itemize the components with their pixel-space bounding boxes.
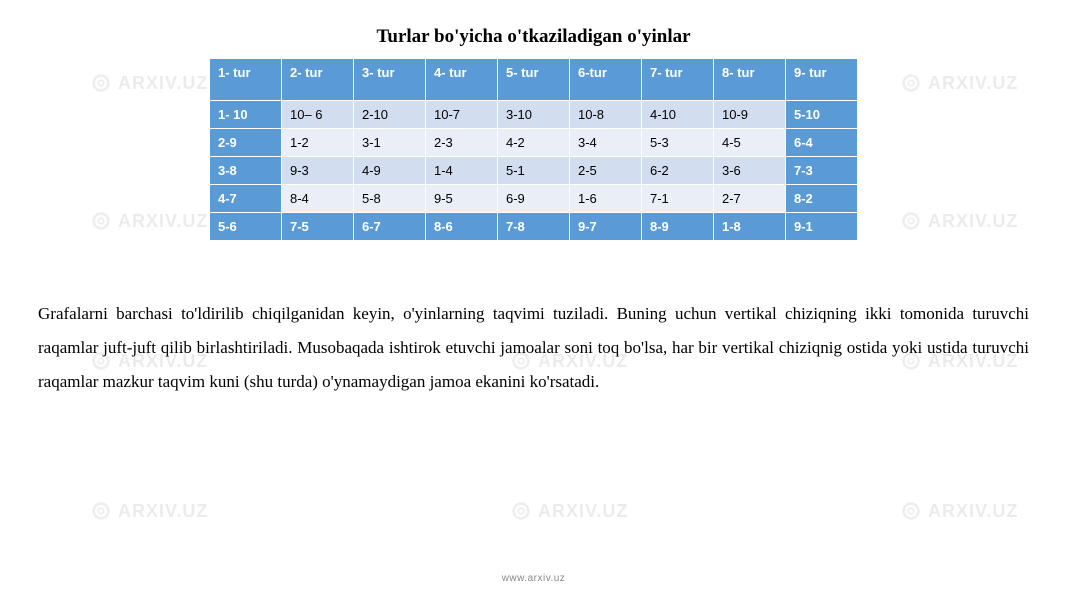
table-column-header: 8- tur — [714, 59, 786, 101]
table-cell: 10– 6 — [282, 101, 354, 129]
table-cell: 1-8 — [714, 213, 786, 241]
watermark: ARXIV.UZ — [510, 500, 628, 522]
table-cell: 3-8 — [210, 157, 282, 185]
table-row: 2-91-23-12-34-23-45-34-56-4 — [210, 129, 858, 157]
table-cell: 3-4 — [570, 129, 642, 157]
table-cell: 5-6 — [210, 213, 282, 241]
table-cell: 3-6 — [714, 157, 786, 185]
table-cell: 9-3 — [282, 157, 354, 185]
table-row: 4-78-45-89-56-91-67-12-78-2 — [210, 185, 858, 213]
table-cell: 2-9 — [210, 129, 282, 157]
table-cell: 10-8 — [570, 101, 642, 129]
table-cell: 9-5 — [426, 185, 498, 213]
table-cell: 5-10 — [786, 101, 858, 129]
page-title: Turlar bo'yicha o'tkaziladigan o'yinlar — [38, 26, 1029, 48]
table-cell: 5-1 — [498, 157, 570, 185]
table-column-header: 4- tur — [426, 59, 498, 101]
table-header-row: 1- tur2- tur3- tur4- tur5- tur6-tur7- tu… — [210, 59, 858, 101]
table-cell: 10-9 — [714, 101, 786, 129]
table-cell: 5-3 — [642, 129, 714, 157]
table-cell: 7-5 — [282, 213, 354, 241]
table-cell: 4-5 — [714, 129, 786, 157]
table-cell: 2-5 — [570, 157, 642, 185]
table-cell: 7-1 — [642, 185, 714, 213]
table-cell: 9-7 — [570, 213, 642, 241]
table-cell: 6-7 — [354, 213, 426, 241]
footer-url: www.arxiv.uz — [0, 573, 1067, 584]
table-row: 3-89-34-91-45-12-56-23-67-3 — [210, 157, 858, 185]
table-column-header: 2- tur — [282, 59, 354, 101]
table-cell: 1- 10 — [210, 101, 282, 129]
table-column-header: 1- tur — [210, 59, 282, 101]
table-cell: 3-1 — [354, 129, 426, 157]
table-cell: 1-6 — [570, 185, 642, 213]
schedule-table: 1- tur2- tur3- tur4- tur5- tur6-tur7- tu… — [209, 58, 858, 241]
table-cell: 8-2 — [786, 185, 858, 213]
table-cell: 1-2 — [282, 129, 354, 157]
watermark: ARXIV.UZ — [90, 500, 208, 522]
table-cell: 8-4 — [282, 185, 354, 213]
table-cell: 2-7 — [714, 185, 786, 213]
table-cell: 9-1 — [786, 213, 858, 241]
watermark: ARXIV.UZ — [900, 500, 1018, 522]
table-row: 5-67-56-78-67-89-78-91-89-1 — [210, 213, 858, 241]
table-cell: 10-7 — [426, 101, 498, 129]
table-column-header: 3- tur — [354, 59, 426, 101]
table-column-header: 9- tur — [786, 59, 858, 101]
description-paragraph: Grafalarni barchasi to'ldirilib chiqilga… — [38, 297, 1029, 399]
table-column-header: 7- tur — [642, 59, 714, 101]
table-cell: 1-4 — [426, 157, 498, 185]
table-cell: 4-10 — [642, 101, 714, 129]
table-cell: 8-9 — [642, 213, 714, 241]
table-cell: 4-9 — [354, 157, 426, 185]
table-cell: 4-2 — [498, 129, 570, 157]
schedule-table-wrap: 1- tur2- tur3- tur4- tur5- tur6-tur7- tu… — [38, 58, 1029, 241]
table-cell: 3-10 — [498, 101, 570, 129]
table-cell: 2-3 — [426, 129, 498, 157]
table-cell: 7-3 — [786, 157, 858, 185]
table-cell: 6-9 — [498, 185, 570, 213]
table-row: 1- 1010– 62-1010-73-1010-84-1010-95-10 — [210, 101, 858, 129]
table-cell: 5-8 — [354, 185, 426, 213]
table-column-header: 5- tur — [498, 59, 570, 101]
table-cell: 4-7 — [210, 185, 282, 213]
page-content: Turlar bo'yicha o'tkaziladigan o'yinlar … — [0, 0, 1067, 399]
table-cell: 6-2 — [642, 157, 714, 185]
table-body: 1- 1010– 62-1010-73-1010-84-1010-95-102-… — [210, 101, 858, 241]
table-cell: 8-6 — [426, 213, 498, 241]
table-cell: 6-4 — [786, 129, 858, 157]
table-cell: 2-10 — [354, 101, 426, 129]
table-column-header: 6-tur — [570, 59, 642, 101]
table-cell: 7-8 — [498, 213, 570, 241]
